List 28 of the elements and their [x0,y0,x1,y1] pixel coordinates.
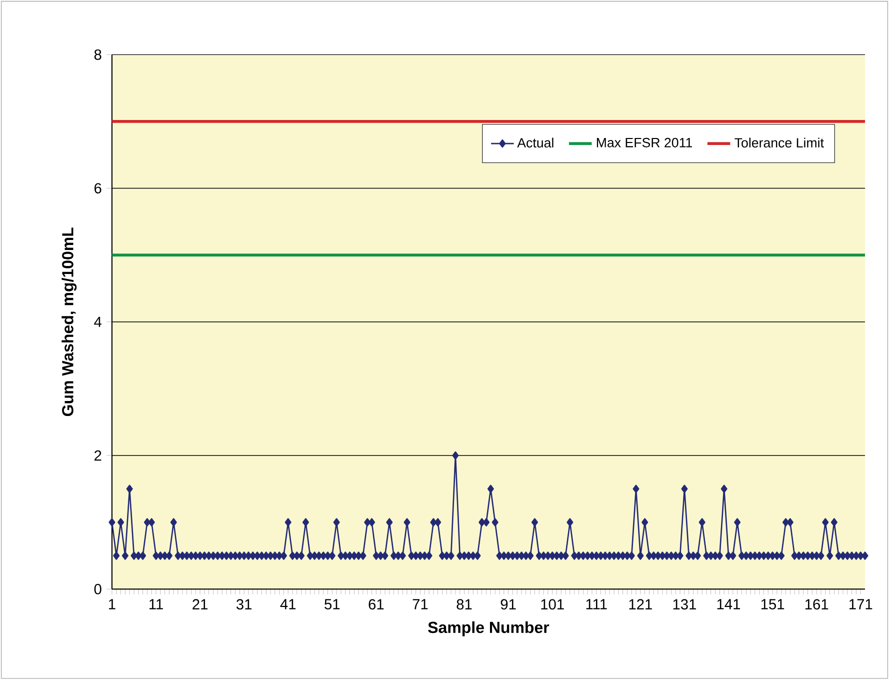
y-axis-title: Gum Washed, mg/100mL [62,228,77,416]
x-tick-label: 31 [236,599,252,610]
y-tick-label: 8 [94,50,102,60]
x-tick-label: 141 [717,599,740,610]
x-tick-label: 11 [149,599,163,610]
x-tick-label: 111 [586,599,607,610]
x-tick-label: 161 [805,599,828,610]
x-tick-label: 71 [412,599,428,610]
x-tick-label: 101 [541,599,564,610]
x-tick-label: 61 [368,599,384,610]
x-tick-label: 41 [280,599,296,610]
legend-label: Actual [517,138,554,148]
x-tick-label: 121 [629,599,652,610]
x-tick-label: 81 [456,599,472,610]
x-tick-label: 91 [500,599,516,610]
x-tick-label: 131 [673,599,696,610]
legend-label: Max EFSR 2011 [596,138,692,148]
y-tick-label: 0 [94,584,102,594]
x-tick-label: 1 [108,599,116,610]
y-tick-label: 4 [94,316,102,328]
y-tick-label: 2 [94,450,102,461]
x-tick-label: 171 [849,599,872,610]
x-axis-title: Sample Number [428,621,550,636]
legend-label: Tolerance Limit [734,138,824,148]
y-tick-label: 6 [94,183,102,194]
x-tick-label: 21 [192,599,208,610]
x-tick-label: 51 [324,599,340,610]
x-tick-label: 151 [761,599,784,610]
